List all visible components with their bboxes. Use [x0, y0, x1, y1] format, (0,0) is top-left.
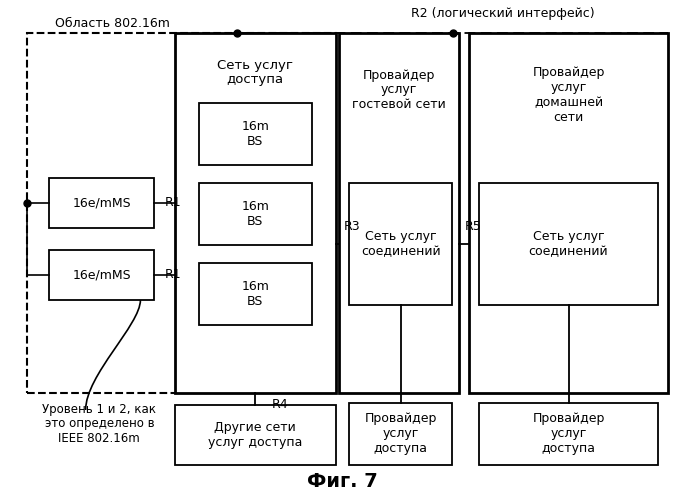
Text: 16m
BS: 16m BS: [241, 120, 269, 148]
Text: R4: R4: [272, 398, 288, 411]
FancyBboxPatch shape: [199, 102, 312, 165]
FancyBboxPatch shape: [349, 402, 452, 465]
Text: Провайдер
услуг
гостевой сети: Провайдер услуг гостевой сети: [352, 68, 446, 112]
Text: R3: R3: [344, 220, 360, 233]
Text: Сеть услуг
доступа: Сеть услуг доступа: [217, 58, 293, 86]
Text: Сеть услуг
соединений: Сеть услуг соединений: [529, 230, 608, 258]
Text: Уровень 1 и 2, как
это определено в
IEEE 802.16m: Уровень 1 и 2, как это определено в IEEE…: [42, 402, 156, 446]
Text: Область 802.16m: Область 802.16m: [55, 17, 170, 30]
Text: Сеть услуг
соединений: Сеть услуг соединений: [361, 230, 440, 258]
FancyBboxPatch shape: [199, 262, 312, 325]
Text: Провайдер
услуг
домашней
сети: Провайдер услуг домашней сети: [532, 66, 605, 124]
Text: Другие сети
услуг доступа: Другие сети услуг доступа: [208, 421, 302, 449]
Text: 16e/mMS: 16e/mMS: [73, 196, 131, 209]
Text: Провайдер
услуг
доступа: Провайдер услуг доступа: [532, 412, 605, 455]
Text: 16m
BS: 16m BS: [241, 280, 269, 307]
FancyBboxPatch shape: [175, 32, 336, 392]
Text: Провайдер
услуг
доступа: Провайдер услуг доступа: [364, 412, 437, 455]
FancyBboxPatch shape: [479, 182, 658, 305]
Text: R5: R5: [464, 220, 481, 233]
Text: Фиг. 7: Фиг. 7: [307, 472, 378, 491]
Text: 16e/mMS: 16e/mMS: [73, 268, 131, 281]
FancyBboxPatch shape: [199, 182, 312, 245]
Text: R2 (логический интерфейс): R2 (логический интерфейс): [411, 7, 595, 20]
FancyBboxPatch shape: [349, 182, 452, 305]
Text: R1: R1: [164, 268, 181, 281]
FancyBboxPatch shape: [175, 405, 336, 465]
FancyBboxPatch shape: [49, 250, 154, 300]
Text: R1: R1: [164, 196, 181, 209]
FancyBboxPatch shape: [49, 178, 154, 228]
FancyBboxPatch shape: [339, 32, 459, 392]
FancyBboxPatch shape: [469, 32, 668, 392]
FancyBboxPatch shape: [479, 402, 658, 465]
Text: 16m
BS: 16m BS: [241, 200, 269, 228]
